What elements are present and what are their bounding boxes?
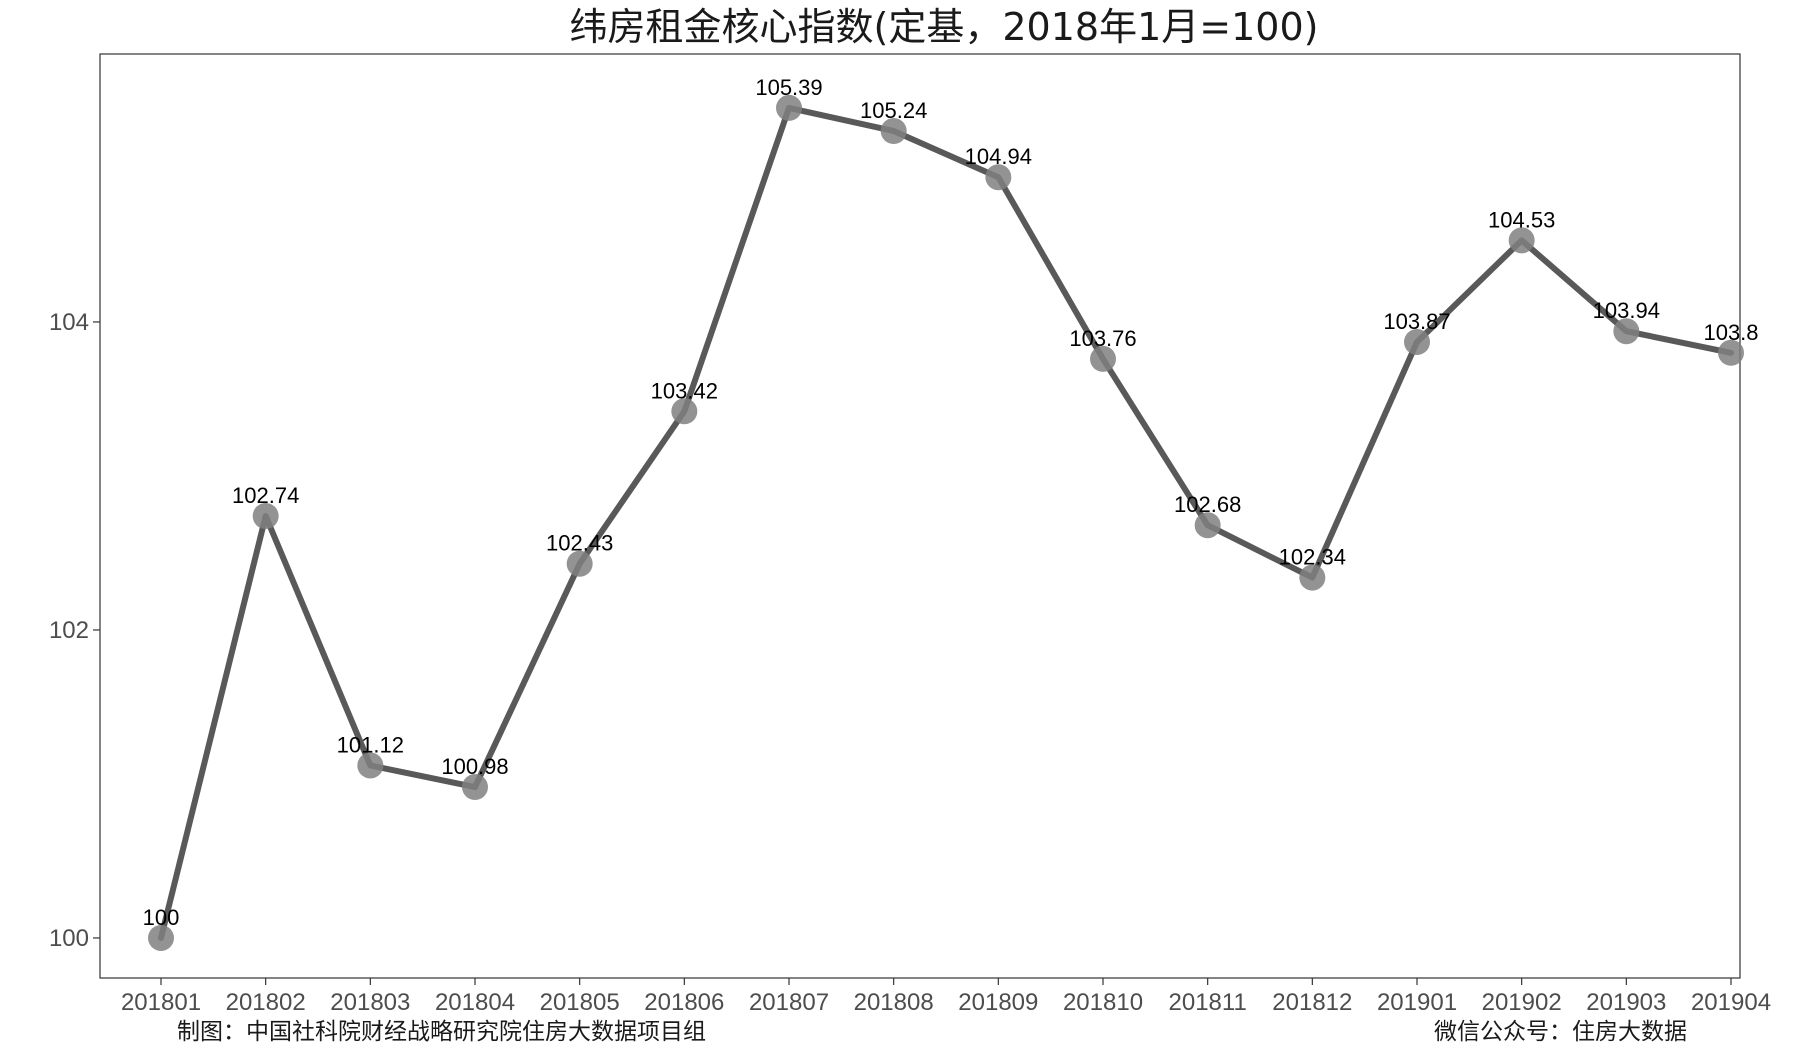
data-label: 102.43 <box>546 531 613 556</box>
y-axis: 100 102 104 <box>49 309 100 952</box>
data-point <box>1613 318 1640 345</box>
data-label: 105.24 <box>860 98 927 123</box>
data-markers <box>148 94 1744 951</box>
x-tick-label: 201902 <box>1482 989 1562 1016</box>
x-axis: 201801 201802 201803 201804 201805 201806 2018… <box>121 978 1771 1016</box>
series-line <box>158 104 1734 941</box>
data-label: 101.12 <box>337 732 404 757</box>
y-tick-label: 102 <box>49 617 89 644</box>
x-tick-label: 201807 <box>749 989 829 1016</box>
data-point <box>357 752 384 779</box>
data-point <box>462 774 488 801</box>
footer-credit: 制图：中国社科院财经战略研究院住房大数据项目组 <box>177 1019 706 1045</box>
x-tick-label: 201811 <box>1169 989 1247 1016</box>
x-tick-label: 201804 <box>435 989 515 1016</box>
x-tick-label: 201903 <box>1586 989 1666 1016</box>
data-point <box>252 503 279 529</box>
x-tick-label: 201803 <box>330 989 410 1016</box>
data-point <box>880 118 907 144</box>
data-point <box>1404 328 1430 355</box>
data-point <box>671 398 698 425</box>
data-point <box>566 550 593 577</box>
data-point <box>1090 345 1116 372</box>
data-point <box>1194 512 1221 539</box>
data-point <box>148 924 174 951</box>
footer-wechat: 微信公众号：住房大数据 <box>1434 1019 1687 1045</box>
plot-panel-border <box>99 53 1741 979</box>
data-label: 103.87 <box>1383 309 1450 334</box>
data-label: 102.68 <box>1174 492 1241 517</box>
data-point <box>1718 339 1744 366</box>
x-tick-label: 201801 <box>121 989 201 1016</box>
data-labels: 100 102.74 101.12 100.98 102.43 103.42 105.39 1… <box>143 75 1759 930</box>
x-tick-label: 201805 <box>540 989 620 1016</box>
data-label: 104.53 <box>1488 207 1555 232</box>
x-tick-label: 201806 <box>644 989 724 1016</box>
data-label: 103.94 <box>1593 298 1660 323</box>
chart-title: 纬房租金核心指数(定基，2018年1月=100) <box>570 5 1319 49</box>
data-point <box>1299 564 1326 591</box>
data-label: 103.76 <box>1069 326 1136 351</box>
data-label: 102.34 <box>1279 545 1346 570</box>
data-label: 104.94 <box>965 144 1032 169</box>
data-label: 102.74 <box>232 483 299 508</box>
x-tick-label: 201802 <box>226 989 306 1016</box>
data-label: 103.42 <box>651 378 718 403</box>
data-point <box>1508 227 1535 254</box>
data-label: 103.8 <box>1703 320 1758 345</box>
data-label: 100 <box>143 905 180 930</box>
x-tick-label: 201904 <box>1691 989 1771 1016</box>
data-point <box>985 164 1012 191</box>
data-point <box>776 94 802 121</box>
x-tick-label: 201812 <box>1272 989 1352 1016</box>
y-tick-label: 100 <box>49 925 89 952</box>
y-tick-label: 104 <box>49 309 89 336</box>
x-tick-label: 201810 <box>1063 989 1143 1016</box>
data-label: 100.98 <box>441 754 508 779</box>
x-tick-label: 201808 <box>854 989 934 1016</box>
x-tick-label: 201809 <box>958 989 1038 1016</box>
x-tick-label: 201901 <box>1377 989 1457 1016</box>
data-label: 105.39 <box>755 75 822 100</box>
